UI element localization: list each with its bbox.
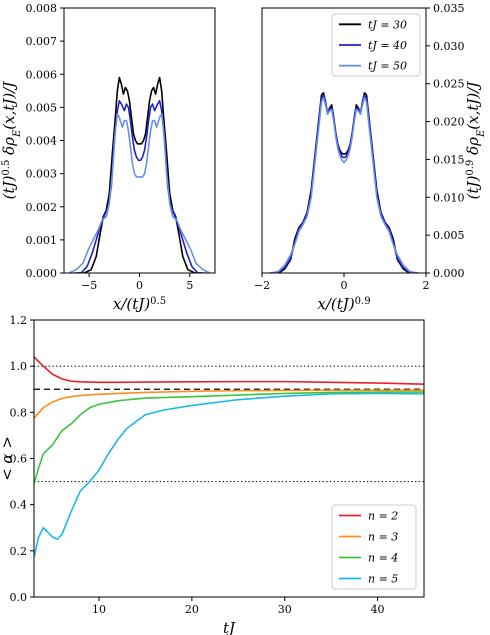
bottom-xtick-label: 30 bbox=[278, 603, 292, 616]
panel-bottom: 10 20 30 40 0.0 0.2 0.4 0.6 0.8 1.0 1.2 tJ < α > n = … bbox=[0, 314, 425, 635]
top-left-ytick-label: 0.004 bbox=[26, 135, 58, 148]
top-right-legend: tJ = 30 tJ = 40 tJ = 50 bbox=[331, 13, 421, 77]
top-left-ytick-label: 0.007 bbox=[26, 35, 58, 48]
top-left-series-line-3 bbox=[68, 113, 211, 273]
bottom-ylabel: < α > bbox=[0, 436, 16, 481]
top-left-ytick-label: 0.003 bbox=[26, 168, 58, 181]
top-left-xtick-label: 5 bbox=[186, 279, 193, 292]
top-left-series-group bbox=[68, 76, 211, 273]
top-right-series-line-2 bbox=[270, 94, 418, 273]
bottom-series-line-2 bbox=[34, 389, 424, 419]
top-right-ytick-label: 0.020 bbox=[433, 116, 465, 129]
bottom-series-line-4 bbox=[34, 392, 424, 558]
top-right-ylabel: (tJ)0.9 δρE(x,tJ)/J bbox=[464, 81, 487, 200]
bottom-series-group bbox=[34, 356, 424, 558]
panel-top-left: −5 0 5 0.000 0.001 0.002 0.003 0.004 0.005 0.006 0… bbox=[0, 2, 216, 313]
top-left-axes-frame bbox=[63, 7, 216, 274]
top-right-series-line-3 bbox=[270, 96, 418, 273]
top-left-ytick-label: 0.001 bbox=[26, 234, 58, 247]
top-right-ytick-label: 0.015 bbox=[433, 153, 465, 166]
top-left-ytick-label: 0.000 bbox=[26, 267, 58, 280]
top-left-xtick-label: 0 bbox=[136, 279, 143, 292]
top-right-ytick-label: 0.005 bbox=[433, 229, 465, 242]
bottom-legend-label-4: n = 5 bbox=[368, 573, 398, 586]
bottom-ytick-label: 0.2 bbox=[10, 545, 28, 558]
bottom-xtick-label: 20 bbox=[185, 603, 199, 616]
top-left-series-line-1 bbox=[77, 76, 202, 273]
top-left-ytick-label: 0.006 bbox=[26, 68, 58, 81]
top-left-ytick-label: 0.002 bbox=[26, 201, 58, 214]
top-left-ytick-label: 0.008 bbox=[26, 2, 58, 15]
bottom-ytick-label: 0.0 bbox=[10, 591, 28, 604]
top-right-xtick-label: −2 bbox=[254, 279, 270, 292]
top-right-ytick-label: 0.000 bbox=[433, 267, 465, 280]
top-right-xtick-label: 2 bbox=[423, 279, 430, 292]
bottom-legend-label-3: n = 4 bbox=[368, 552, 398, 565]
top-right-ytick-label: 0.035 bbox=[433, 2, 465, 15]
top-left-xlabel: x/(tJ)0.5 bbox=[113, 295, 166, 313]
bottom-series-line-1 bbox=[34, 356, 424, 385]
top-right-legend-label-1: tJ = 30 bbox=[368, 18, 407, 31]
bottom-ytick-label: 1.0 bbox=[10, 360, 28, 373]
top-left-ylabel: (tJ)0.5 δρE(x,tJ)/J bbox=[0, 81, 23, 200]
bottom-xlabel: tJ bbox=[223, 619, 236, 635]
bottom-xtick-label: 40 bbox=[371, 603, 385, 616]
bottom-legend: n = 2 n = 3 n = 4 n = 5 bbox=[331, 504, 417, 590]
top-right-legend-label-3: tJ = 50 bbox=[368, 60, 407, 73]
top-left-xtick-label: −5 bbox=[81, 279, 97, 292]
top-right-ytick-label: 0.030 bbox=[433, 40, 465, 53]
bottom-legend-label-1: n = 2 bbox=[368, 510, 398, 523]
top-left-series-line-2 bbox=[74, 99, 205, 273]
bottom-ytick-label: 0.8 bbox=[10, 406, 28, 419]
bottom-series-line-3 bbox=[34, 391, 424, 485]
bottom-ytick-label: 0.4 bbox=[10, 499, 28, 512]
bottom-xtick-label: 10 bbox=[92, 603, 106, 616]
top-right-series-group bbox=[270, 92, 418, 273]
panel-top-right: −2 0 20.000 0.005 0.010 0.015 0.020 0.025 0.030 0… bbox=[254, 2, 487, 313]
top-left-ytick-label: 0.005 bbox=[26, 101, 58, 114]
top-right-legend-label-2: tJ = 40 bbox=[368, 39, 407, 52]
top-right-xlabel: x/(tJ)0.9 bbox=[317, 295, 370, 313]
top-right-xtick-label: 0 bbox=[341, 279, 348, 292]
top-right-ytick-label: 0.010 bbox=[433, 191, 465, 204]
bottom-ytick-label: 0.6 bbox=[10, 453, 28, 466]
top-right-ytick-label: 0.025 bbox=[433, 78, 465, 91]
top-right-legend-box bbox=[331, 13, 421, 77]
bottom-ytick-label: 1.2 bbox=[10, 314, 28, 327]
bottom-legend-label-2: n = 3 bbox=[368, 531, 398, 544]
top-right-series-line-1 bbox=[270, 92, 418, 273]
bottom-legend-box bbox=[331, 504, 417, 590]
